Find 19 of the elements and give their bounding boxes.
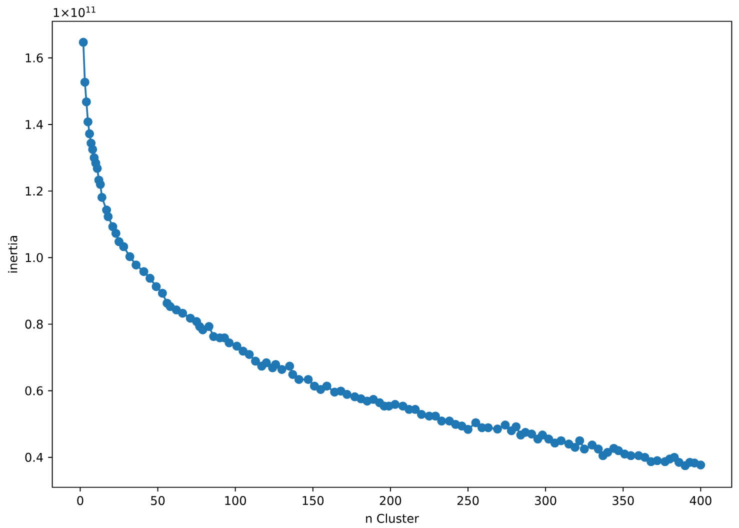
y-axis-title: inertia — [8, 236, 18, 272]
x-tick-label: 250 — [457, 496, 479, 506]
x-tick-label: 150 — [302, 496, 324, 506]
x-tick-label: 350 — [612, 496, 634, 506]
text: 1×10$^{11}$ — [54, 6, 96, 18]
x-tick-label: 50 — [151, 496, 165, 506]
x-tick-label: 0 — [77, 496, 84, 506]
x-tick-label: 100 — [225, 496, 246, 506]
y-tick-label: 0.4 — [25, 452, 43, 462]
y-tick-label: 1.4 — [26, 120, 43, 129]
x-tick-label: 400 — [690, 496, 712, 506]
y-tick-label: 0.8 — [25, 320, 43, 329]
x-tick-label: 300 — [535, 496, 556, 506]
y-tick-label: 1.2 — [26, 186, 42, 196]
x-tick-label: 200 — [380, 496, 402, 506]
y-tick-label: 0.6 — [25, 386, 43, 396]
y-tick-label: 1.6 — [26, 53, 43, 62]
y-tick-label: 1.0 — [26, 253, 43, 262]
x-axis-title: n Cluster — [366, 514, 420, 523]
